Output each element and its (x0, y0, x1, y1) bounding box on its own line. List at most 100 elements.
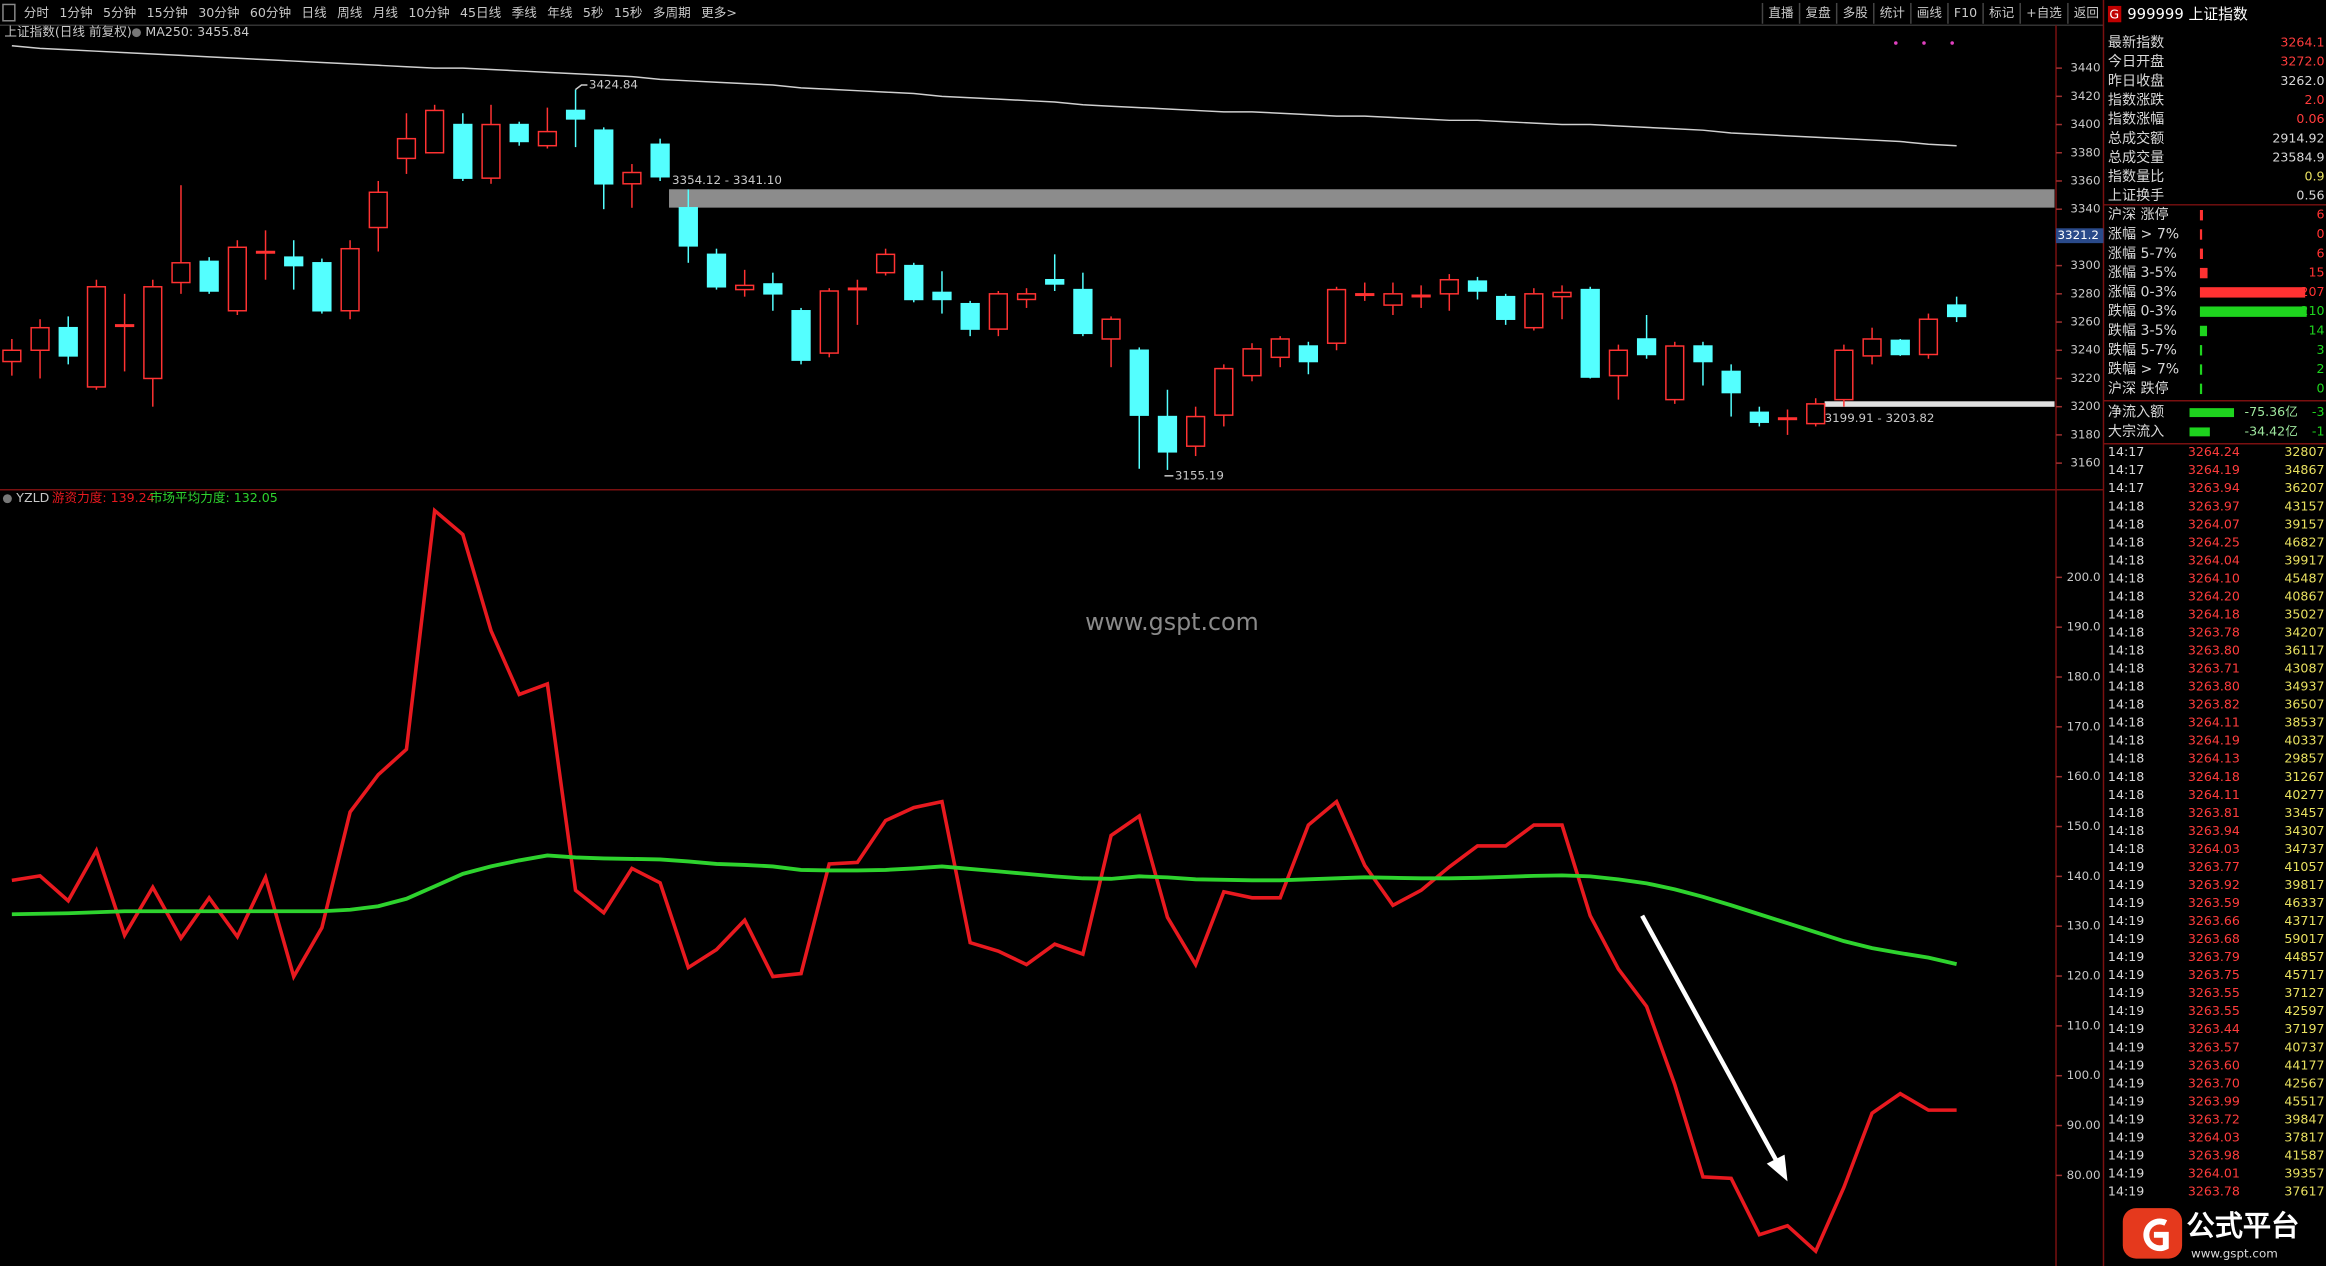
tick-price: 3264.03 (2188, 841, 2240, 856)
tick-price: 3263.44 (2188, 1021, 2240, 1036)
tick-volume: 31267 (2284, 769, 2324, 784)
candle-body (424, 109, 445, 154)
toolbar-item[interactable]: 日线 (302, 5, 328, 20)
tick-time: 14:19 (2108, 1039, 2144, 1054)
breadth-count: 6 (2316, 207, 2324, 222)
series-line (11, 507, 1957, 1255)
candle-body (1946, 304, 1967, 318)
tick-price: 3263.68 (2188, 931, 2240, 946)
tick-volume: 40337 (2284, 733, 2324, 748)
candle-body (1890, 339, 1910, 356)
toolbar-item[interactable]: 画线 (1917, 5, 1943, 20)
tick-volume: 34937 (2284, 679, 2324, 694)
badge-bg (2107, 5, 2122, 23)
toolbar-item[interactable]: 复盘 (1806, 5, 1832, 20)
tick-price: 3263.77 (2188, 859, 2240, 874)
toolbar-item[interactable]: 分时 (24, 5, 50, 20)
y-tick-label: 200.0 (2067, 570, 2101, 584)
tick-time: 14:17 (2108, 444, 2144, 459)
toolbar-item[interactable]: 直播 (1768, 5, 1794, 20)
breadth-count: 0 (2316, 226, 2324, 241)
tick-time: 14:19 (2108, 1057, 2144, 1072)
tick-price: 3264.01 (2188, 1165, 2240, 1180)
toolbar-item[interactable]: F10 (1954, 5, 1977, 20)
toolbar-item[interactable]: +自选 (2026, 5, 2062, 20)
tick-time: 14:19 (2108, 1147, 2144, 1162)
breadth-bar (2199, 229, 2203, 240)
tick-time: 14:18 (2108, 769, 2144, 784)
toolbar-item[interactable]: 15秒 (614, 5, 643, 20)
toolbar-item[interactable]: 周线 (337, 5, 363, 20)
tick-price: 3263.60 (2188, 1057, 2240, 1072)
tick-volume: 39917 (2284, 552, 2324, 567)
toolbar-item[interactable]: 月线 (373, 5, 399, 20)
candle-body (819, 290, 839, 354)
ma-line (11, 45, 1957, 147)
menu-icon[interactable] (2, 3, 16, 22)
flow-label: 大宗流入 (2108, 424, 2164, 440)
candle-body (594, 129, 614, 185)
candle-body (1073, 288, 1093, 335)
label-pointer (575, 84, 588, 91)
flow-label: 净流入额 (2108, 405, 2164, 421)
toolbar-item[interactable]: 5分钟 (103, 5, 136, 20)
toolbar-item[interactable]: 返回 (2074, 5, 2099, 20)
breadth-label: 跌幅 3-5% (2108, 323, 2177, 339)
toolbar-item[interactable]: 1分钟 (59, 5, 92, 20)
toolbar-item[interactable]: 45日线 (460, 5, 502, 20)
candle-body (481, 123, 501, 179)
stat-value: 3272.0 (2280, 54, 2324, 69)
candle-body (1467, 280, 1488, 292)
tick-volume: 41057 (2284, 859, 2324, 874)
low-label: 3155.19 (1175, 468, 1224, 482)
tick-price: 3263.55 (2188, 1003, 2240, 1018)
stat-label: 总成交量 (2108, 149, 2164, 166)
toolbar-item[interactable]: 统计 (1880, 5, 1906, 20)
breadth-bar (2199, 210, 2203, 221)
tick-volume: 34307 (2284, 823, 2324, 838)
toolbar-item[interactable]: 15分钟 (147, 5, 188, 20)
tick-volume: 42567 (2284, 1075, 2324, 1090)
stat-label: 今日开盘 (2108, 53, 2164, 70)
tick-volume: 36207 (2284, 480, 2324, 495)
candle-body (312, 262, 332, 312)
legend-icon (2, 494, 12, 504)
tick-volume: 41587 (2284, 1147, 2324, 1162)
y-tick-label: 3240 (2070, 343, 2100, 357)
breadth-count: 15 (2308, 265, 2324, 280)
quote-header: 999999 上证指数 (2127, 6, 2248, 23)
badge: G (2109, 6, 2119, 21)
candle-body (1552, 291, 1572, 298)
toolbar-item[interactable]: 年线 (547, 5, 573, 20)
y-tick-label: 3400 (2070, 117, 2100, 131)
tick-time: 14:19 (2108, 1075, 2144, 1090)
y-tick-label: 3360 (2070, 173, 2100, 187)
breadth-label: 涨幅 3-5% (2108, 265, 2177, 281)
dot (1950, 41, 1954, 45)
chart-title: 上证指数(日线 前复权) (4, 24, 131, 39)
toolbar-item[interactable]: 10分钟 (408, 5, 449, 20)
toolbar-item[interactable]: 季线 (512, 5, 538, 20)
tick-price: 3263.82 (2188, 697, 2240, 712)
level-band (1824, 401, 2055, 407)
tick-volume: 36507 (2284, 697, 2324, 712)
y-tick-label: 3180 (2070, 427, 2100, 441)
toolbar-item[interactable]: 5秒 (583, 5, 604, 20)
flow-extra: -3 (2312, 404, 2325, 419)
toolbar-item[interactable]: 60分钟 (250, 5, 291, 20)
toolbar-item[interactable]: 多股 (1843, 5, 1869, 20)
tick-time: 14:18 (2108, 787, 2144, 802)
toolbar-item[interactable]: 30分钟 (198, 5, 239, 20)
breadth-count: 0 (2316, 380, 2324, 395)
tick-time: 14:19 (2108, 877, 2144, 892)
tick-time: 14:18 (2108, 733, 2144, 748)
toolbar-item[interactable]: 多周期 (653, 5, 691, 20)
toolbar-item[interactable]: 更多> (701, 5, 737, 20)
tick-time: 14:18 (2108, 552, 2144, 567)
toolbar-item[interactable]: 标记 (1989, 5, 2015, 20)
candle-body (1721, 370, 1741, 394)
tick-time: 14:19 (2108, 931, 2144, 946)
indicator-title: YZLD (15, 490, 49, 505)
cursor-tag (2056, 228, 2104, 244)
tick-price: 3263.99 (2188, 1093, 2240, 1108)
